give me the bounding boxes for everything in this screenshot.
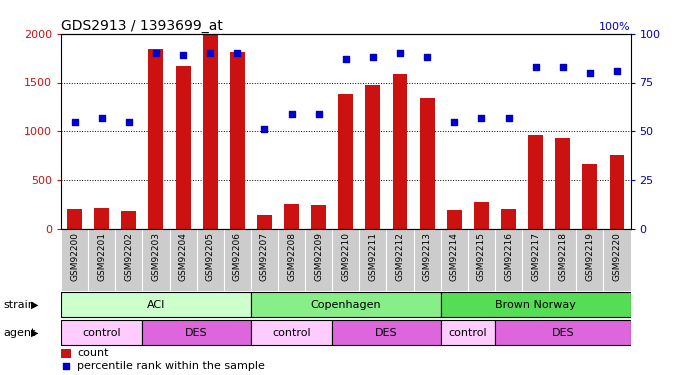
Bar <box>555 138 570 229</box>
Bar <box>332 320 441 345</box>
Text: control: control <box>449 328 487 338</box>
Bar <box>441 292 631 317</box>
Bar <box>284 204 299 229</box>
Point <box>123 118 134 124</box>
Text: GSM92204: GSM92204 <box>178 232 188 281</box>
Point <box>259 126 270 132</box>
Bar <box>94 208 109 229</box>
Bar <box>67 209 82 229</box>
Text: GSM92214: GSM92214 <box>450 232 459 281</box>
Text: GSM92200: GSM92200 <box>70 232 79 281</box>
Text: GSM92220: GSM92220 <box>612 232 622 281</box>
Text: GDS2913 / 1393699_at: GDS2913 / 1393699_at <box>61 19 223 33</box>
Text: GSM92203: GSM92203 <box>151 232 161 281</box>
Text: GSM92202: GSM92202 <box>124 232 134 281</box>
Bar <box>251 292 441 317</box>
Text: GSM92205: GSM92205 <box>205 232 215 281</box>
Bar <box>230 52 245 229</box>
Bar <box>142 320 251 345</box>
Bar <box>338 94 353 229</box>
Text: GSM92210: GSM92210 <box>341 232 351 281</box>
Text: count: count <box>77 348 108 358</box>
Point <box>449 118 460 124</box>
Text: ACI: ACI <box>146 300 165 310</box>
Point <box>286 111 297 117</box>
Point <box>61 363 72 369</box>
Point <box>205 50 216 56</box>
Text: Brown Norway: Brown Norway <box>495 300 576 310</box>
Point <box>612 68 622 74</box>
Text: GSM92217: GSM92217 <box>531 232 540 281</box>
Text: DES: DES <box>375 328 398 338</box>
Text: strain: strain <box>3 300 35 310</box>
Text: GSM92201: GSM92201 <box>97 232 106 281</box>
Point <box>395 50 405 56</box>
Text: GSM92218: GSM92218 <box>558 232 567 281</box>
Point <box>178 52 188 58</box>
Text: DES: DES <box>551 328 574 338</box>
Text: GSM92216: GSM92216 <box>504 232 513 281</box>
Text: DES: DES <box>185 328 208 338</box>
Bar <box>257 215 272 229</box>
Text: ▶: ▶ <box>31 300 38 310</box>
Text: ▶: ▶ <box>31 328 38 338</box>
Bar <box>61 349 71 358</box>
Bar <box>495 320 631 345</box>
Text: control: control <box>273 328 311 338</box>
Bar <box>474 202 489 229</box>
Point <box>530 64 541 70</box>
Point <box>69 118 80 124</box>
Text: GSM92209: GSM92209 <box>314 232 323 281</box>
Bar <box>176 66 191 229</box>
Bar <box>365 86 380 229</box>
Point <box>557 64 568 70</box>
Point <box>151 50 161 56</box>
Text: GSM92212: GSM92212 <box>395 232 405 281</box>
Text: percentile rank within the sample: percentile rank within the sample <box>77 361 265 371</box>
Text: GSM92208: GSM92208 <box>287 232 296 281</box>
Text: agent: agent <box>3 328 36 338</box>
Bar <box>528 135 543 229</box>
Point <box>584 70 595 76</box>
Point <box>232 50 243 56</box>
Point <box>340 56 351 62</box>
Bar <box>121 211 136 229</box>
Text: GSM92211: GSM92211 <box>368 232 378 281</box>
Text: GSM92213: GSM92213 <box>422 232 432 281</box>
Point <box>96 115 107 121</box>
Text: GSM92207: GSM92207 <box>260 232 269 281</box>
Bar <box>447 210 462 229</box>
Bar <box>420 98 435 229</box>
Bar <box>251 320 332 345</box>
Text: 100%: 100% <box>599 22 631 32</box>
Point <box>367 54 378 60</box>
Text: GSM92206: GSM92206 <box>233 232 242 281</box>
Bar <box>610 154 624 229</box>
Point <box>503 115 514 121</box>
Bar <box>203 34 218 229</box>
Text: GSM92219: GSM92219 <box>585 232 595 281</box>
Bar <box>61 320 142 345</box>
Text: GSM92215: GSM92215 <box>477 232 486 281</box>
Point <box>476 115 487 121</box>
Point <box>422 54 433 60</box>
Bar <box>148 50 163 229</box>
Bar <box>311 205 326 229</box>
Point <box>313 111 324 117</box>
Text: control: control <box>83 328 121 338</box>
Bar <box>501 209 516 229</box>
Bar <box>441 320 495 345</box>
Bar <box>582 164 597 229</box>
Bar <box>393 74 407 229</box>
Text: Copenhagen: Copenhagen <box>311 300 381 310</box>
Bar <box>61 292 251 317</box>
